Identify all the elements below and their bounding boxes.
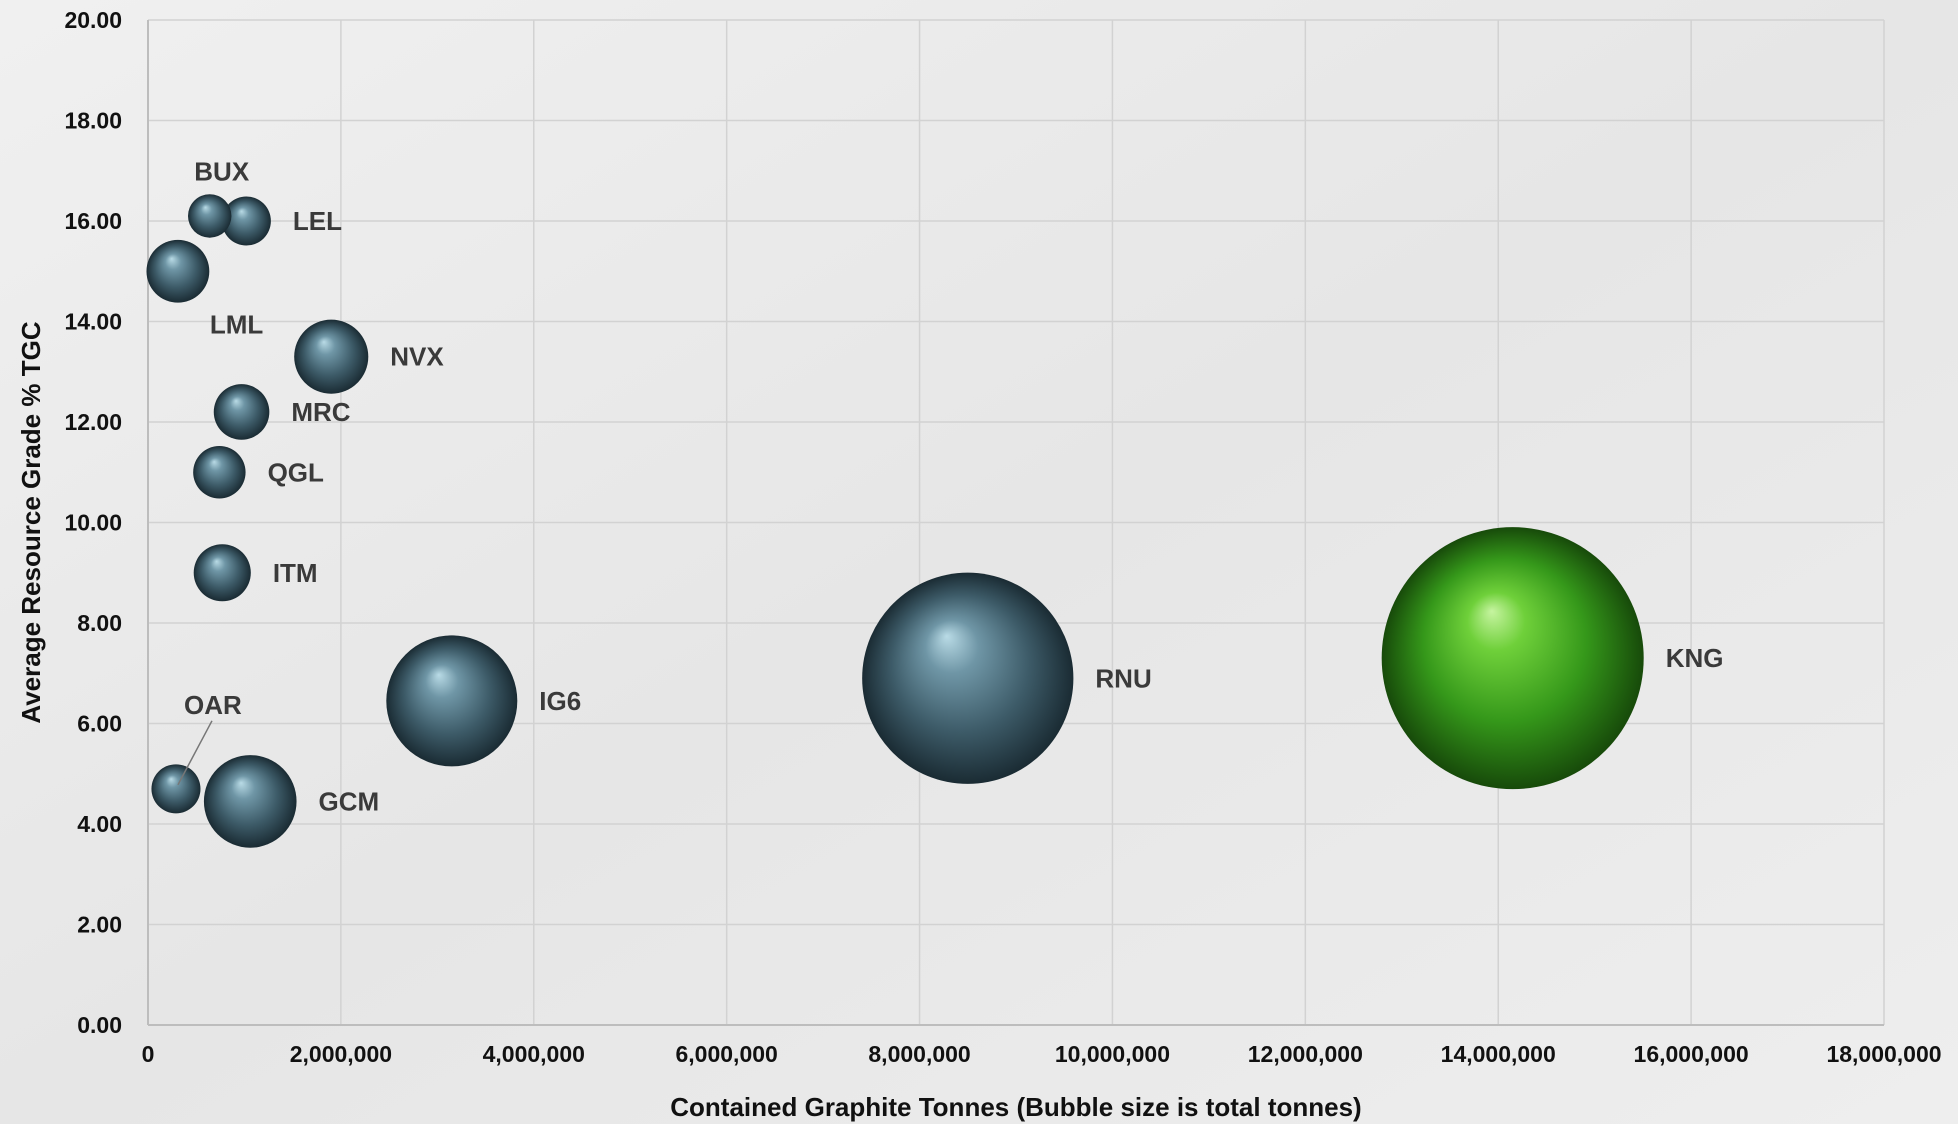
bubble-nvx xyxy=(294,319,369,394)
bubble-label-gcm: GCM xyxy=(319,786,380,816)
y-tick-label: 8.00 xyxy=(77,610,122,636)
y-tick-label: 12.00 xyxy=(64,409,122,435)
x-tick-label: 4,000,000 xyxy=(483,1041,585,1067)
x-tick-label: 0 xyxy=(142,1041,155,1067)
bubble-label-lel: LEL xyxy=(293,206,342,236)
x-tick-label: 10,000,000 xyxy=(1055,1041,1170,1067)
x-tick-label: 14,000,000 xyxy=(1441,1041,1556,1067)
y-tick-label: 10.00 xyxy=(64,510,122,536)
x-tick-label: 12,000,000 xyxy=(1248,1041,1363,1067)
x-tick-label: 6,000,000 xyxy=(676,1041,778,1067)
x-tick-label: 8,000,000 xyxy=(868,1041,970,1067)
bubble-label-nvx: NVX xyxy=(390,342,444,372)
bubble-ig6 xyxy=(386,635,518,767)
y-tick-label: 14.00 xyxy=(64,309,122,335)
leader-line-oar xyxy=(177,720,213,786)
bubble-lml xyxy=(146,239,210,303)
x-axis-title: Contained Graphite Tonnes (Bubble size i… xyxy=(670,1092,1361,1122)
bubble-label-qgl: QGL xyxy=(268,457,324,487)
axis-layer: 0.00 2.00 4.00 6.00 8.00 10.00 12.00 14.00 16.00… xyxy=(64,7,1941,1067)
bubble-label-lml: LML xyxy=(210,310,264,340)
bubble-label-itm: ITM xyxy=(273,558,318,588)
bubble-layer: KNG RNU IG6 GCM NVX LML ITM MRC QGL LEL OAR BUX xyxy=(146,156,1724,848)
bubble-bux xyxy=(188,194,232,238)
bubble-mrc xyxy=(213,384,270,440)
y-tick-label: 16.00 xyxy=(64,208,122,234)
bubble-label-oar: OAR xyxy=(184,690,242,720)
bubble-label-bux: BUX xyxy=(194,156,250,186)
y-tick-label: 6.00 xyxy=(77,711,122,737)
bubble-label-rnu: RNU xyxy=(1095,663,1151,693)
x-tick-label: 16,000,000 xyxy=(1634,1041,1749,1067)
bubble-label-kng: KNG xyxy=(1666,643,1724,673)
bubble-kng xyxy=(1381,527,1644,790)
bubble-qgl xyxy=(193,446,246,499)
bubble-lel xyxy=(221,196,271,246)
bubble-label-mrc: MRC xyxy=(291,397,350,427)
y-axis-title: Average Resource Grade % TGC xyxy=(16,321,46,723)
bubble-rnu xyxy=(862,572,1074,784)
y-tick-label: 4.00 xyxy=(77,811,122,837)
bubble-oar xyxy=(151,764,201,814)
y-tick-label: 18.00 xyxy=(64,108,122,134)
y-tick-label: 2.00 xyxy=(77,912,122,938)
y-tick-label: 0.00 xyxy=(77,1012,122,1038)
x-tick-label: 18,000,000 xyxy=(1826,1041,1941,1067)
bubble-gcm xyxy=(203,755,297,848)
x-tick-label: 2,000,000 xyxy=(290,1041,392,1067)
bubble-itm xyxy=(193,544,251,602)
bubble-label-ig6: IG6 xyxy=(539,686,581,716)
y-tick-label: 20.00 xyxy=(64,7,122,33)
grid-layer xyxy=(147,19,1885,1026)
